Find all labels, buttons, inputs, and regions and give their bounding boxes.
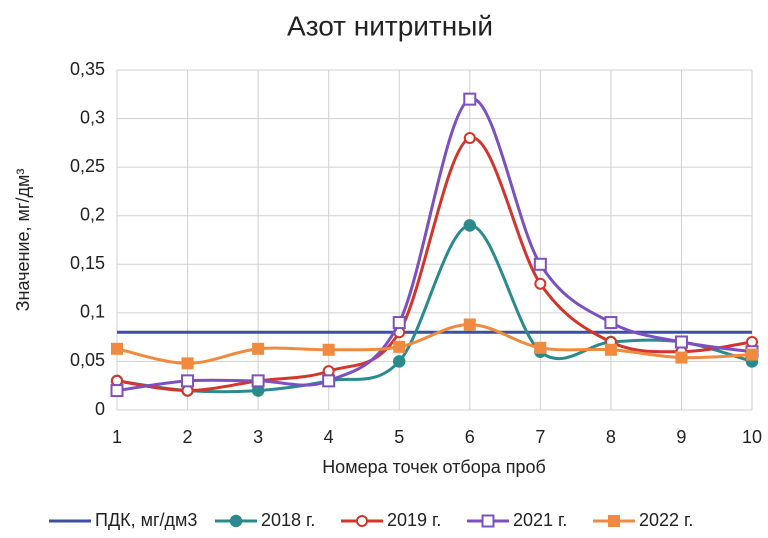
legend-marker <box>356 515 368 527</box>
x-axis-label: Номера точек отбора проб <box>322 457 546 477</box>
legend-label: 2019 г. <box>387 510 441 530</box>
y-tick-label: 0,2 <box>80 204 105 224</box>
x-tick-label: 9 <box>676 427 686 447</box>
y-tick-label: 0,1 <box>80 302 105 322</box>
legend-item: 2022 г. <box>593 510 693 530</box>
marker <box>252 342 265 355</box>
chart-title: Азот нитритный <box>287 10 493 41</box>
y-tick-label: 0 <box>95 399 105 419</box>
marker <box>463 318 476 331</box>
marker <box>322 374 336 388</box>
y-tick-label: 0,15 <box>70 253 105 273</box>
x-tick-label: 7 <box>535 427 545 447</box>
y-tick-label: 0,25 <box>70 156 105 176</box>
x-tick-label: 8 <box>606 427 616 447</box>
legend-marker <box>481 514 495 528</box>
legend-item: 2019 г. <box>341 510 441 530</box>
marker <box>604 316 618 330</box>
marker <box>392 316 406 330</box>
x-tick-label: 4 <box>324 427 334 447</box>
marker <box>463 92 477 106</box>
legend-item: ПДК, мг/дм3 <box>49 510 197 530</box>
y-tick-label: 0,35 <box>70 59 105 79</box>
y-tick-label: 0,05 <box>70 350 105 370</box>
marker <box>393 340 406 353</box>
x-tick-label: 3 <box>253 427 263 447</box>
series-line <box>116 223 753 394</box>
x-tick-label: 5 <box>394 427 404 447</box>
marker <box>392 355 406 368</box>
marker <box>463 219 477 232</box>
legend-item: 2021 г. <box>467 510 567 530</box>
marker <box>181 374 195 388</box>
legend-label: ПДК, мг/дм3 <box>95 510 197 530</box>
series-line <box>116 97 753 393</box>
marker <box>746 348 758 361</box>
legend-label: 2021 г. <box>513 510 567 530</box>
x-tick-label: 1 <box>112 427 122 447</box>
legend-label: 2022 г. <box>639 510 693 530</box>
x-tick-label: 10 <box>742 427 762 447</box>
marker <box>534 341 547 354</box>
marker <box>463 132 476 144</box>
y-axis-label: Значение, мг/дм³ <box>13 169 33 312</box>
marker <box>533 257 547 271</box>
marker <box>604 343 617 356</box>
marker <box>110 384 124 398</box>
legend-marker <box>608 515 620 527</box>
y-tick-label: 0,3 <box>80 107 105 127</box>
marker <box>674 335 688 349</box>
marker <box>111 342 123 355</box>
legend-label: 2018 г. <box>261 510 315 530</box>
marker <box>322 343 335 356</box>
series-line <box>116 323 753 365</box>
legend-item: 2018 г. <box>215 510 315 530</box>
marker <box>181 357 194 370</box>
marker <box>534 277 547 290</box>
x-tick-label: 2 <box>183 427 193 447</box>
series-line <box>116 136 753 393</box>
x-tick-label: 6 <box>465 427 475 447</box>
marker <box>675 351 688 364</box>
legend-marker <box>229 514 243 528</box>
marker <box>251 374 265 388</box>
